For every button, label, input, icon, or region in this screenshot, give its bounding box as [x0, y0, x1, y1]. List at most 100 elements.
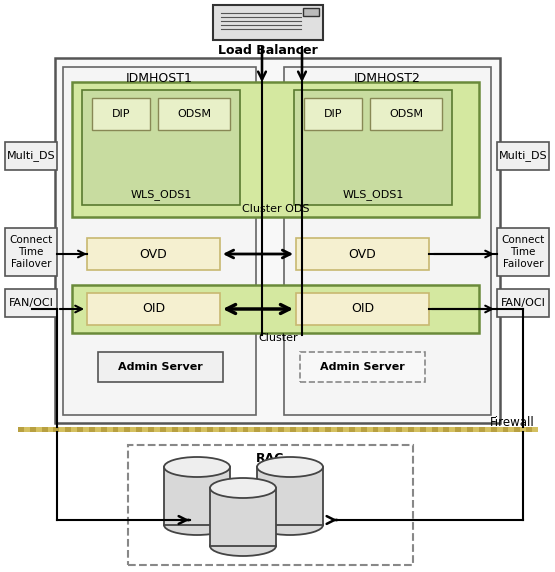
- Bar: [325, 427, 331, 432]
- Bar: [497, 427, 502, 432]
- Bar: [497, 142, 549, 170]
- Bar: [491, 427, 497, 432]
- Bar: [171, 427, 178, 432]
- Bar: [396, 427, 402, 432]
- Bar: [301, 427, 307, 432]
- Text: FAN/OCI: FAN/OCI: [8, 298, 53, 308]
- Bar: [249, 427, 254, 432]
- Bar: [296, 293, 429, 325]
- Bar: [89, 427, 95, 432]
- Bar: [136, 427, 142, 432]
- Bar: [303, 8, 319, 16]
- Text: Connect
Time
Failover: Connect Time Failover: [501, 236, 544, 269]
- Text: RAC: RAC: [256, 451, 285, 464]
- Bar: [100, 427, 107, 432]
- Bar: [18, 427, 24, 432]
- Bar: [207, 427, 213, 432]
- Text: OID: OID: [351, 303, 374, 316]
- Bar: [5, 142, 57, 170]
- Bar: [158, 98, 230, 130]
- Bar: [55, 58, 500, 423]
- Bar: [42, 427, 48, 432]
- Bar: [113, 427, 118, 432]
- Bar: [5, 289, 57, 317]
- Bar: [304, 98, 362, 130]
- Ellipse shape: [164, 515, 230, 535]
- Text: Admin Server: Admin Server: [320, 362, 405, 372]
- Text: ODSM: ODSM: [177, 109, 211, 119]
- Bar: [467, 427, 473, 432]
- Text: Multi_DS: Multi_DS: [499, 150, 547, 161]
- Text: IDMHOST2: IDMHOST2: [354, 73, 421, 85]
- Bar: [92, 98, 150, 130]
- Text: ODSM: ODSM: [389, 109, 423, 119]
- Ellipse shape: [210, 536, 276, 556]
- Bar: [243, 427, 249, 432]
- Bar: [160, 427, 166, 432]
- Bar: [128, 445, 413, 565]
- Bar: [195, 427, 201, 432]
- Text: WLS_ODS1: WLS_ODS1: [130, 189, 191, 200]
- Text: Connect
Time
Failover: Connect Time Failover: [9, 236, 53, 269]
- Bar: [497, 228, 549, 276]
- Bar: [520, 427, 526, 432]
- Ellipse shape: [164, 457, 230, 477]
- Bar: [319, 427, 325, 432]
- Bar: [314, 427, 319, 432]
- Bar: [502, 427, 508, 432]
- Bar: [59, 427, 65, 432]
- Bar: [5, 228, 57, 276]
- Bar: [296, 427, 301, 432]
- Bar: [526, 427, 532, 432]
- Bar: [370, 98, 442, 130]
- Bar: [485, 427, 491, 432]
- Bar: [82, 90, 240, 205]
- Bar: [95, 427, 100, 432]
- Bar: [432, 427, 437, 432]
- Bar: [479, 427, 485, 432]
- Bar: [331, 427, 337, 432]
- Bar: [443, 427, 450, 432]
- Bar: [36, 427, 42, 432]
- Ellipse shape: [210, 478, 276, 498]
- Text: Admin Server: Admin Server: [118, 362, 203, 372]
- Bar: [272, 427, 278, 432]
- Bar: [142, 427, 148, 432]
- Text: Firewall: Firewall: [490, 415, 535, 428]
- Bar: [450, 427, 455, 432]
- Bar: [349, 427, 355, 432]
- Bar: [514, 427, 520, 432]
- Bar: [461, 427, 467, 432]
- Bar: [290, 427, 296, 432]
- Bar: [53, 427, 59, 432]
- Bar: [426, 427, 432, 432]
- Bar: [296, 238, 429, 270]
- Bar: [72, 285, 479, 333]
- Text: Cluster ODS: Cluster ODS: [242, 204, 309, 214]
- Bar: [420, 427, 426, 432]
- Text: Cluster: Cluster: [258, 333, 298, 343]
- Text: Multi_DS: Multi_DS: [7, 150, 56, 161]
- Text: WLS_ODS1: WLS_ODS1: [342, 189, 403, 200]
- Bar: [77, 427, 83, 432]
- Text: OID: OID: [142, 303, 165, 316]
- Text: DIP: DIP: [324, 109, 342, 119]
- Bar: [71, 427, 77, 432]
- Bar: [130, 427, 136, 432]
- Bar: [83, 427, 89, 432]
- Bar: [118, 427, 124, 432]
- Bar: [532, 427, 538, 432]
- Bar: [236, 427, 243, 432]
- Bar: [257, 467, 323, 525]
- Bar: [184, 427, 189, 432]
- Bar: [210, 488, 276, 546]
- Bar: [284, 427, 290, 432]
- Bar: [107, 427, 113, 432]
- Text: DIP: DIP: [112, 109, 130, 119]
- Bar: [24, 427, 30, 432]
- Bar: [402, 427, 408, 432]
- Bar: [65, 427, 71, 432]
- Ellipse shape: [257, 515, 323, 535]
- Text: IDMHOST1: IDMHOST1: [126, 73, 193, 85]
- Bar: [87, 293, 220, 325]
